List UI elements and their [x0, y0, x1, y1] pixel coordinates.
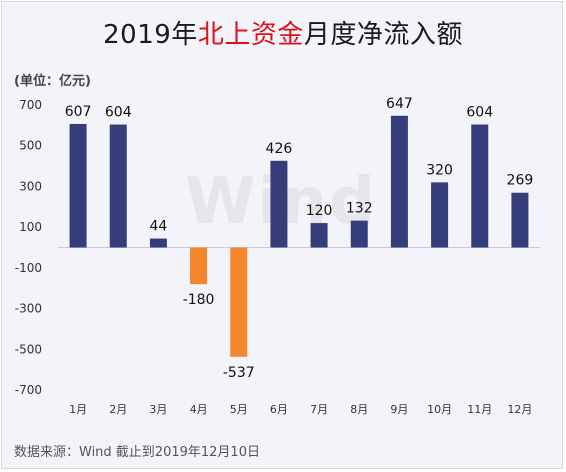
bar — [390, 115, 408, 248]
bar — [69, 123, 87, 248]
bar — [471, 124, 489, 248]
y-tick-label: -500 — [15, 342, 42, 356]
data-label: 120 — [306, 203, 333, 219]
chart-title: 2019年北上资金月度净流入额 — [0, 14, 566, 51]
bar — [190, 247, 208, 285]
y-tick-label: -100 — [15, 261, 42, 275]
x-tick-label: 10月 — [427, 403, 452, 416]
data-label: 44 — [150, 219, 168, 235]
unit-label: (单位：亿元) — [14, 74, 91, 89]
title-highlight: 北上资金 — [197, 20, 304, 50]
bar — [270, 160, 288, 248]
x-tick-label: 1月 — [69, 403, 87, 416]
data-label: 604 — [466, 105, 493, 121]
data-label: 426 — [266, 141, 293, 157]
x-tick-label: 11月 — [467, 403, 492, 416]
bar — [350, 220, 368, 248]
data-label: -180 — [183, 292, 215, 308]
y-tick-label: 700 — [19, 98, 42, 112]
x-tick-label: 5月 — [230, 403, 248, 416]
x-tick-label: 6月 — [270, 403, 288, 416]
x-tick-label: 8月 — [350, 403, 368, 416]
bar — [431, 182, 449, 248]
y-tick-label: -300 — [15, 302, 42, 316]
x-tick-label: 9月 — [390, 403, 408, 416]
title-part-1: 2019年 — [103, 20, 198, 50]
data-label: 269 — [507, 173, 534, 189]
y-tick-label: 100 — [19, 220, 42, 234]
bar — [230, 247, 248, 357]
data-label: -537 — [223, 365, 255, 381]
bar — [511, 192, 529, 248]
x-tick-label: 4月 — [190, 403, 208, 416]
x-tick-label: 7月 — [310, 403, 328, 416]
data-label: 320 — [426, 162, 453, 178]
title-part-2: 月度净流入额 — [303, 20, 463, 50]
y-tick-label: 300 — [19, 179, 42, 193]
bar — [109, 124, 127, 248]
data-label: 604 — [105, 105, 132, 121]
x-tick-label: 3月 — [149, 403, 167, 416]
data-label: 647 — [386, 96, 413, 112]
y-tick-label: -700 — [15, 383, 42, 397]
x-tick-label: 2月 — [109, 403, 127, 416]
y-tick-label: 500 — [19, 139, 42, 153]
x-tick-label: 12月 — [507, 403, 532, 416]
data-label: 132 — [346, 201, 373, 217]
data-label: 607 — [65, 104, 92, 120]
bar — [310, 223, 328, 248]
source-note: 数据来源：Wind 截止到2019年12月10日 — [14, 445, 260, 460]
bar — [149, 238, 167, 248]
